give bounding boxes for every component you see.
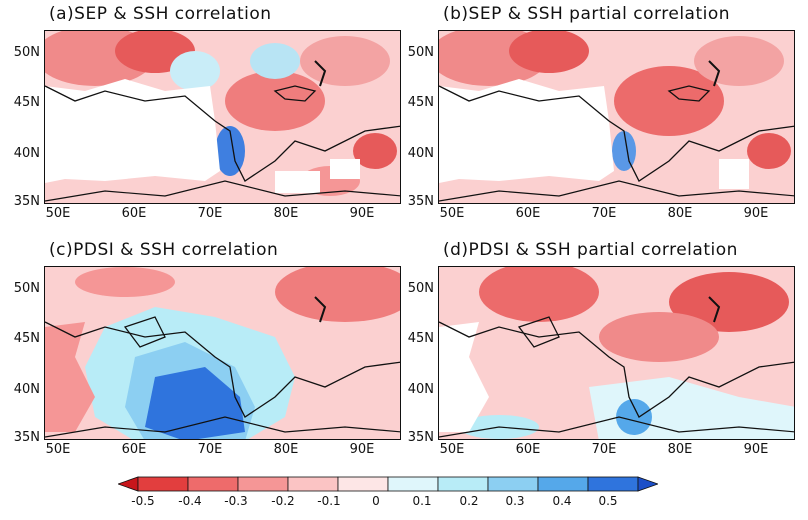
- x-label-d-90e: 90E: [743, 442, 769, 457]
- colorbar-swatch-4: [287, 476, 339, 492]
- colorbar-label-neg-0-5: -0.5: [131, 494, 155, 508]
- colorbar-label-0-1: 0.1: [412, 494, 432, 508]
- map-panel-d: [438, 266, 795, 440]
- y-label-c-40n: 40N: [13, 382, 40, 397]
- map-a-field: [45, 31, 400, 203]
- colorbar-swatch-0: [118, 476, 139, 492]
- y-label-c-35n: 35N: [13, 430, 40, 445]
- colorbar-label-0-5: 0.5: [598, 494, 618, 508]
- x-label-b-80e: 80E: [667, 206, 693, 221]
- colorbar-label-0-4: 0.4: [552, 494, 572, 508]
- colorbar-swatch-8: [487, 476, 539, 492]
- colorbar-swatch-10: [587, 476, 639, 492]
- colorbar-swatch-11: [637, 476, 658, 492]
- y-label-b-45n: 45N: [407, 95, 434, 110]
- y-label-a-40n: 40N: [13, 146, 40, 161]
- x-label-c-70e: 70E: [197, 442, 223, 457]
- y-label-a-45n: 45N: [13, 95, 40, 110]
- colorbar-label-0-3: 0.3: [505, 494, 525, 508]
- colorbar-swatch-6: [387, 476, 439, 492]
- x-label-b-90e: 90E: [743, 206, 769, 221]
- x-label-c-90e: 90E: [349, 442, 375, 457]
- panel-title-a: (a)SEP & SSH correlation: [49, 4, 272, 24]
- x-label-d-80e: 80E: [667, 442, 693, 457]
- x-label-b-60e: 60E: [515, 206, 541, 221]
- y-label-b-50n: 50N: [407, 45, 434, 60]
- colorbar-swatch-5: [337, 476, 389, 492]
- x-label-d-50e: 50E: [439, 442, 465, 457]
- colorbar-label-neg-0-2: -0.2: [271, 494, 295, 508]
- y-label-c-45n: 45N: [13, 331, 40, 346]
- colorbar-swatch-1: [137, 476, 189, 492]
- colorbar: [118, 476, 658, 492]
- map-b-field: [439, 31, 794, 203]
- y-label-a-35n: 35N: [13, 194, 40, 209]
- colorbar-label-0-2: 0.2: [459, 494, 479, 508]
- colorbar-label-0: 0: [372, 494, 380, 508]
- panel-title-d: (d)PDSI & SSH partial correlation: [443, 240, 738, 260]
- y-label-d-40n: 40N: [407, 382, 434, 397]
- y-label-d-50n: 50N: [407, 281, 434, 296]
- panel-title-c: (c)PDSI & SSH correlation: [49, 240, 279, 260]
- x-label-a-80e: 80E: [273, 206, 299, 221]
- y-label-d-45n: 45N: [407, 331, 434, 346]
- y-label-a-50n: 50N: [13, 45, 40, 60]
- y-label-d-35n: 35N: [407, 430, 434, 445]
- panel-title-b: (b)SEP & SSH partial correlation: [443, 4, 731, 24]
- colorbar-label-neg-0-1: -0.1: [317, 494, 341, 508]
- x-label-c-60e: 60E: [121, 442, 147, 457]
- y-label-b-35n: 35N: [407, 194, 434, 209]
- colorbar-label-neg-0-4: -0.4: [178, 494, 202, 508]
- x-label-c-80e: 80E: [273, 442, 299, 457]
- x-label-a-90e: 90E: [349, 206, 375, 221]
- map-panel-c: [44, 266, 401, 440]
- map-d-field: [439, 267, 794, 439]
- x-label-b-50e: 50E: [439, 206, 465, 221]
- colorbar-swatch-9: [537, 476, 589, 492]
- map-panel-b: [438, 30, 795, 204]
- x-label-a-50e: 50E: [45, 206, 71, 221]
- x-label-a-70e: 70E: [197, 206, 223, 221]
- x-label-b-70e: 70E: [591, 206, 617, 221]
- y-label-b-40n: 40N: [407, 146, 434, 161]
- colorbar-swatch-7: [437, 476, 489, 492]
- x-label-d-60e: 60E: [515, 442, 541, 457]
- colorbar-swatch-2: [187, 476, 239, 492]
- map-panel-a: [44, 30, 401, 204]
- x-label-c-50e: 50E: [45, 442, 71, 457]
- colorbar-label-neg-0-3: -0.3: [224, 494, 248, 508]
- colorbar-swatch-3: [237, 476, 289, 492]
- x-label-a-60e: 60E: [121, 206, 147, 221]
- x-label-d-70e: 70E: [591, 442, 617, 457]
- y-label-c-50n: 50N: [13, 281, 40, 296]
- map-c-field: [45, 267, 400, 439]
